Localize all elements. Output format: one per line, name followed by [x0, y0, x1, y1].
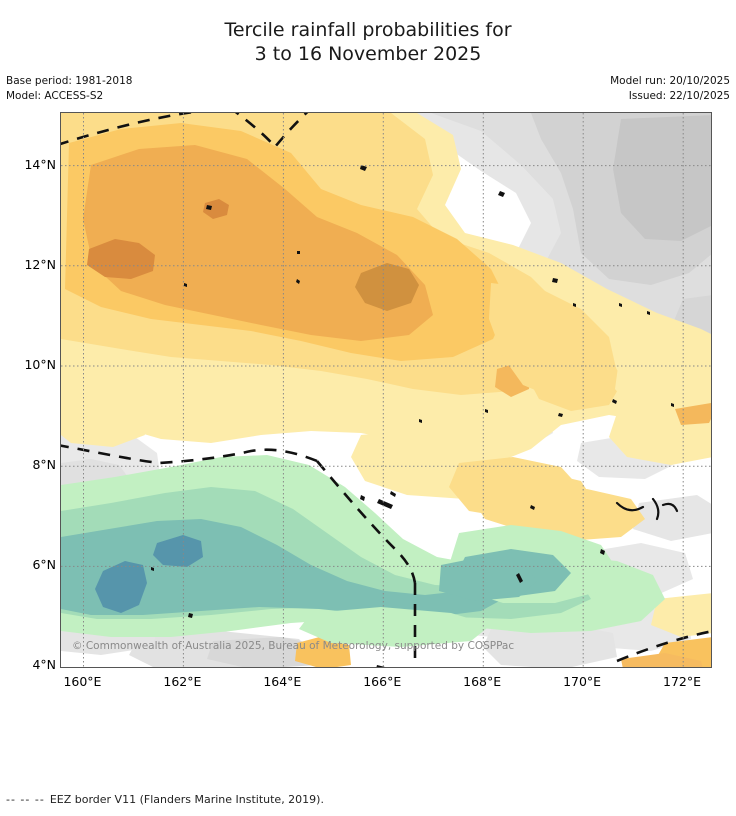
lon-tick-label: 166°E: [363, 674, 402, 689]
metadata-right: Model run: 20/10/2025 Issued: 22/10/2025: [610, 74, 730, 104]
title-line-1: Tercile rainfall probabilities for: [224, 19, 512, 41]
lat-tick-label: 6°N: [32, 557, 56, 573]
lat-tick-label: 4°N: [32, 657, 56, 673]
metadata-left: Base period: 1981-2018 Model: ACCESS-S2: [6, 74, 132, 104]
page-title: Tercile rainfall probabilities for 3 to …: [0, 18, 736, 66]
lon-tick-label: 160°E: [63, 674, 102, 689]
tercile-probability-map: [60, 112, 712, 668]
model-text: Model: ACCESS-S2: [6, 90, 104, 102]
eez-legend: -- -- -- EEZ border V11 (Flanders Marine…: [6, 793, 324, 806]
map-contour-svg: [61, 113, 711, 667]
model-run-text: Model run: 20/10/2025: [610, 75, 730, 87]
lat-tick-label: 14°N: [24, 156, 56, 172]
longitude-axis: 160°E 162°E 164°E 166°E 168°E 170°E 172°E: [0, 674, 736, 696]
eez-dash-sample: -- -- --: [6, 793, 45, 806]
lat-tick-label: 10°N: [24, 356, 56, 372]
lon-tick-label: 172°E: [663, 674, 702, 689]
lon-tick-label: 164°E: [263, 674, 302, 689]
eez-legend-text: EEZ border V11 (Flanders Marine Institut…: [49, 793, 324, 806]
lat-tick-label: 12°N: [24, 256, 56, 272]
lon-tick-label: 162°E: [163, 674, 202, 689]
latitude-axis: 14°N 12°N 10°N 8°N 6°N 4°N: [0, 0, 56, 816]
base-period-text: Base period: 1981-2018: [6, 75, 133, 87]
lat-tick-label: 8°N: [32, 457, 56, 473]
title-line-2: 3 to 16 November 2025: [254, 43, 482, 65]
issued-text: Issued: 22/10/2025: [628, 90, 730, 102]
lon-tick-label: 170°E: [563, 674, 602, 689]
lon-tick-label: 168°E: [463, 674, 502, 689]
